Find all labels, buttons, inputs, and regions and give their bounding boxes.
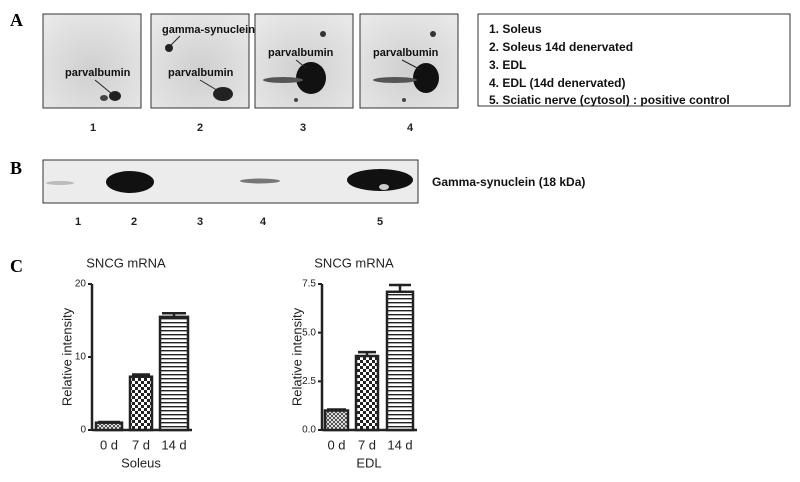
y-tick-label: 2.5	[302, 376, 316, 387]
legend-entry: 5. Sciatic nerve (cytosol) : positive co…	[489, 93, 730, 107]
bar	[385, 290, 415, 432]
x-tick-label: 0 d	[100, 437, 118, 452]
lane-number: 4	[407, 122, 414, 134]
lane-number: 1	[90, 122, 96, 134]
error-bar	[98, 420, 120, 424]
chart-title: SNCG mRNA	[314, 255, 394, 270]
y-tick-label: 0	[80, 425, 86, 436]
gel: parvalbumin	[42, 13, 142, 109]
gel-label: gamma-synuclein	[162, 24, 255, 36]
error-bar	[389, 283, 411, 292]
gel-label: parvalbumin	[268, 47, 334, 59]
lane-number: 1	[75, 216, 81, 228]
legend-entry: 4. EDL (14d denervated)	[489, 76, 626, 90]
panel-label: B	[10, 158, 22, 178]
legend: 1. Soleus 2. Soleus 14d denervated 3. ED…	[477, 13, 791, 107]
y-tick-label: 0.0	[302, 425, 316, 436]
error-bar	[358, 350, 376, 357]
panel-label: C	[10, 256, 23, 276]
bar	[323, 409, 350, 432]
legend-entry: 2. Soleus 14d denervated	[489, 40, 633, 54]
bar	[158, 315, 190, 432]
bar	[94, 421, 124, 432]
error-bar	[327, 408, 346, 411]
error-bar	[162, 311, 186, 317]
x-tick-label: 7 d	[132, 437, 150, 452]
y-axis-label: Relative intensity	[289, 307, 304, 406]
gel-label: parvalbumin	[373, 47, 439, 59]
panel-label: A	[10, 10, 23, 30]
lane-number: 5	[377, 216, 383, 228]
y-tick-label: 10	[75, 352, 87, 363]
gel: gamma-synuclein parvalbumin	[150, 13, 255, 109]
chart-title: SNCG mRNA	[86, 255, 166, 270]
bar	[128, 375, 154, 432]
x-axis-label: Soleus	[121, 455, 161, 470]
gel: parvalbumin	[359, 13, 459, 109]
lane-number: 3	[197, 216, 203, 228]
x-axis-label: EDL	[356, 455, 381, 470]
y-tick-label: 5.0	[302, 327, 316, 338]
gel-label: parvalbumin	[65, 67, 131, 79]
y-tick-label: 20	[75, 279, 87, 290]
x-tick-label: 7 d	[358, 437, 376, 452]
gel-label: parvalbumin	[168, 67, 234, 79]
legend-entry: 1. Soleus	[489, 22, 542, 36]
bar	[354, 354, 380, 432]
x-tick-label: 14 d	[387, 437, 412, 452]
lane-number: 2	[197, 122, 203, 134]
y-axis-label: Relative intensity	[59, 307, 74, 406]
x-tick-label: 0 d	[327, 437, 345, 452]
lane-number: 3	[300, 122, 306, 134]
western-blot	[42, 159, 419, 204]
gel: parvalbumin	[254, 13, 354, 109]
x-tick-label: 14 d	[161, 437, 186, 452]
lane-number: 2	[131, 216, 137, 228]
legend-entry: 3. EDL	[489, 58, 526, 72]
lane-number: 4	[260, 216, 267, 228]
error-bar	[132, 373, 150, 377]
y-tick-label: 7.5	[302, 279, 316, 290]
band-label: Gamma-synuclein (18 kDa)	[432, 175, 585, 189]
